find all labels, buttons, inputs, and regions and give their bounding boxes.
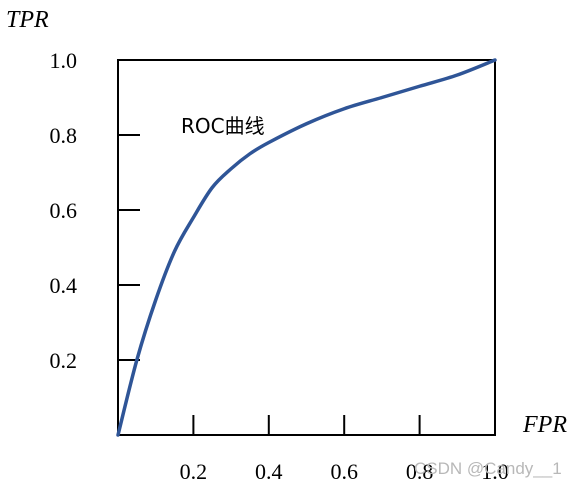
roc-curve-annotation: ROC曲线 bbox=[181, 114, 265, 138]
x-tick-label-2: 0.6 bbox=[330, 459, 358, 484]
x-tick-label-0: 0.2 bbox=[180, 459, 208, 484]
y-tick-label-3: 0.8 bbox=[50, 123, 78, 148]
x-axis-title: FPR bbox=[522, 412, 567, 438]
plot-frame bbox=[117, 59, 496, 436]
x-axis-ticks bbox=[192, 415, 496, 435]
y-tick-label-4: 1.0 bbox=[50, 48, 78, 73]
y-axis-ticks bbox=[118, 59, 140, 361]
x-tick-label-4: 1.0 bbox=[481, 459, 509, 484]
y-tick-label-1: 0.4 bbox=[50, 273, 78, 298]
y-axis-tick-labels: 0.2 0.4 0.6 0.8 1.0 bbox=[50, 48, 78, 373]
series-line-0 bbox=[116, 58, 497, 437]
series-lines bbox=[116, 58, 497, 437]
y-tick-label-0: 0.2 bbox=[50, 348, 78, 373]
csdn-watermark: CSDN @Candy__1 bbox=[414, 459, 562, 478]
x-tick-label-3: 0.8 bbox=[406, 459, 434, 484]
x-axis-tick-labels: 0.2 0.4 0.6 0.8 1.0 bbox=[180, 459, 509, 484]
x-tick-label-1: 0.4 bbox=[255, 459, 283, 484]
y-tick-label-2: 0.6 bbox=[50, 198, 78, 223]
y-axis-title: TPR bbox=[6, 7, 49, 33]
